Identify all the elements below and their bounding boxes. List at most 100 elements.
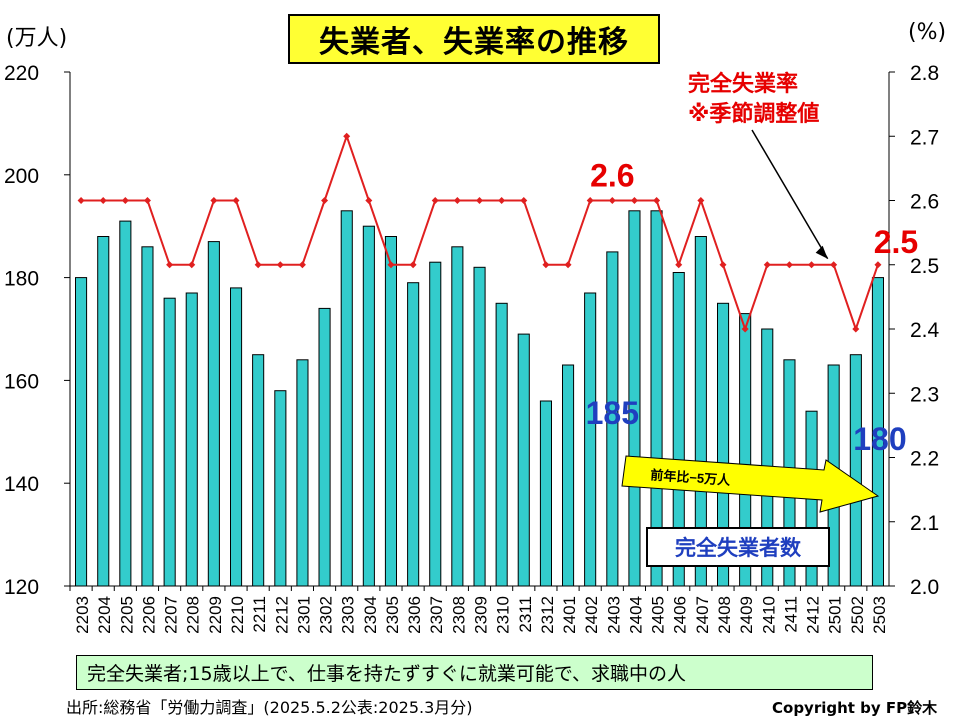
rate-point-2212	[276, 261, 284, 269]
right-tick-label-2.2: 2.2	[910, 448, 939, 471]
bar-2209	[207, 241, 220, 587]
x-tick-label-2411: 2411	[781, 596, 800, 633]
x-tick-label-2204: 2204	[95, 596, 114, 634]
rate-point-2409	[741, 325, 749, 333]
x-tick-label-2208: 2208	[184, 596, 203, 634]
bar-2302	[318, 307, 331, 587]
x-tick-label-2304: 2304	[361, 596, 380, 634]
bar-2211	[252, 354, 265, 587]
rate-point-2208	[188, 261, 196, 269]
rate-point-2205	[121, 197, 129, 204]
bar-2304	[362, 225, 375, 587]
x-tick-label-2501: 2501	[826, 596, 845, 634]
x-tick-label-2206: 2206	[139, 596, 158, 634]
x-tick-label-2502: 2502	[848, 596, 867, 634]
rate-point-2404	[630, 197, 638, 204]
rate-point-2211	[254, 261, 262, 269]
rate-point-2502	[852, 325, 860, 333]
bar-2303	[340, 210, 353, 587]
bar-2502	[849, 354, 862, 587]
rate-point-2307	[431, 197, 439, 204]
bar-2311	[517, 333, 530, 587]
bar-series-label: 完全失業者数	[646, 527, 830, 567]
x-tick-label-2301: 2301	[294, 596, 313, 634]
callout-180: 180	[853, 421, 906, 457]
left-axis-unit: (万人)	[6, 26, 68, 51]
rate-point-2303	[343, 132, 351, 140]
x-tick-label-2407: 2407	[693, 596, 712, 634]
rate-point-2311	[520, 197, 528, 204]
rate-label-leader	[751, 129, 829, 260]
right-tick-label-2.6: 2.6	[910, 191, 939, 214]
rate-point-2408	[719, 261, 727, 269]
bar-2206	[141, 246, 154, 587]
bar-2301	[296, 359, 309, 587]
bar-2208	[185, 292, 198, 587]
rate-point-2411	[785, 261, 793, 269]
bar-2210	[230, 287, 243, 587]
x-tick-label-2209: 2209	[206, 596, 225, 634]
rate-point-2207	[166, 261, 174, 269]
chart-title-text: 失業者、失業率の推移	[319, 25, 629, 60]
bar-2401	[562, 364, 575, 587]
x-tick-label-2303: 2303	[339, 596, 358, 634]
x-tick-label-2302: 2302	[317, 596, 336, 634]
rate-label-leader-head	[815, 245, 828, 259]
rate-point-2407	[697, 197, 705, 204]
x-tick-label-2405: 2405	[649, 596, 668, 634]
definition-box: 完全失業者;15歳以上で、仕事を持たずすぐに就業可能で、求職中の人	[76, 655, 873, 690]
x-tick-label-2205: 2205	[117, 596, 136, 634]
x-tick-label-2403: 2403	[604, 596, 623, 634]
bar-series-label-text: 完全失業者数	[675, 536, 801, 560]
rate-point-2301	[298, 261, 306, 269]
bar-2307	[429, 261, 442, 587]
left-tick-label-120: 120	[4, 576, 39, 599]
rate-point-2305	[387, 261, 395, 269]
left-tick-label-140: 140	[4, 473, 39, 496]
rate-point-2503	[874, 261, 882, 269]
x-tick-label-2404: 2404	[626, 596, 645, 634]
x-tick-label-2410: 2410	[759, 596, 778, 634]
rate-point-2401	[564, 261, 572, 269]
x-tick-label-2401: 2401	[560, 596, 579, 634]
rate-point-2406	[675, 261, 683, 269]
x-tick-label-2306: 2306	[405, 596, 424, 634]
right-axis-unit: (%)	[908, 20, 947, 45]
x-tick-label-2207: 2207	[162, 596, 181, 634]
rate-point-2210	[232, 197, 240, 204]
rate-point-2403	[608, 197, 616, 204]
x-tick-label-2409: 2409	[737, 596, 756, 634]
callout-2.6: 2.6	[590, 158, 634, 194]
bar-2207	[163, 297, 176, 587]
right-tick-label-2.8: 2.8	[910, 62, 939, 85]
x-tick-label-2212: 2212	[272, 596, 291, 634]
yoy-arrow-label: 前年比−5万人	[650, 467, 732, 488]
left-tick-label-220: 220	[4, 62, 39, 85]
x-tick-label-2412: 2412	[804, 596, 823, 634]
x-tick-label-2406: 2406	[671, 596, 690, 634]
rate-point-2309	[476, 197, 483, 204]
x-tick-label-2312: 2312	[538, 596, 557, 634]
x-tick-label-2211: 2211	[250, 596, 269, 633]
bar-2312	[539, 400, 553, 587]
left-tick-label-200: 200	[4, 165, 39, 188]
bar-2310	[495, 302, 508, 587]
yoy-arrow	[621, 455, 880, 513]
x-tick-label-2408: 2408	[715, 596, 734, 634]
rate-point-2206	[143, 197, 151, 204]
rate-point-2302	[321, 197, 329, 204]
x-tick-label-2305: 2305	[383, 596, 402, 634]
rate-series-label: 完全失業率 ※季節調整値	[688, 70, 819, 130]
right-tick-label-2.3: 2.3	[910, 383, 939, 406]
bar-2402	[584, 292, 597, 587]
bar-2308	[451, 246, 464, 587]
copyright-note: Copyright by FP鈴木	[772, 699, 938, 717]
right-tick-label-2.5: 2.5	[910, 255, 939, 278]
rate-point-2412	[808, 261, 816, 269]
right-tick-label-2.0: 2.0	[910, 576, 939, 599]
callout-185: 185	[586, 395, 639, 431]
right-tick-label-2.1: 2.1	[910, 512, 939, 535]
right-tick-label-2.7: 2.7	[910, 126, 939, 149]
rate-series-label-line1: 完全失業率	[688, 72, 799, 97]
